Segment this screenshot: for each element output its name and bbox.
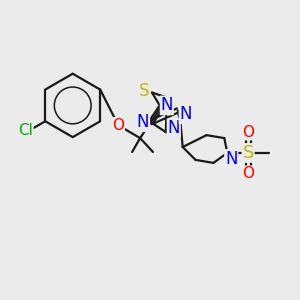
Text: O: O <box>242 166 254 181</box>
Text: N: N <box>160 96 173 114</box>
Text: N: N <box>137 113 149 131</box>
Text: S: S <box>242 144 254 162</box>
Text: O: O <box>242 125 254 140</box>
Text: N: N <box>167 119 180 137</box>
Text: Cl: Cl <box>18 123 33 138</box>
Text: N: N <box>179 105 192 123</box>
Text: S: S <box>139 82 149 100</box>
Text: O: O <box>112 118 124 133</box>
Text: N: N <box>225 150 238 168</box>
